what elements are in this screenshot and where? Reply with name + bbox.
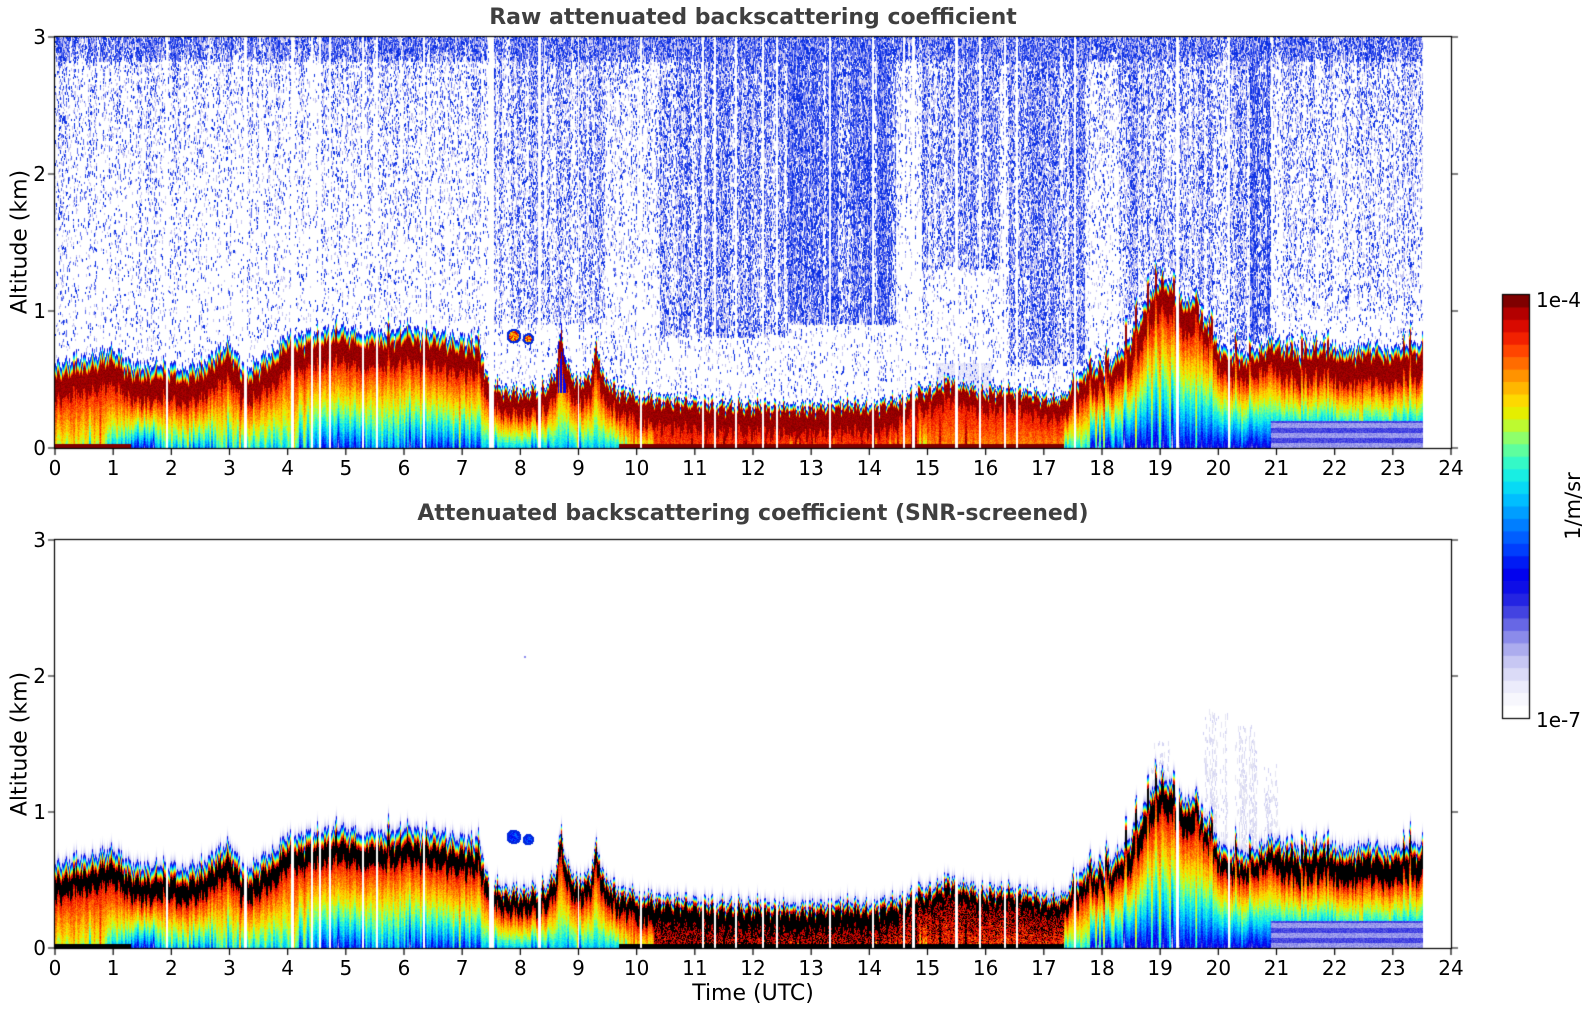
x-tick-label: 6 xyxy=(397,456,411,480)
x-tick-label: 19 xyxy=(1147,956,1173,980)
x-tick-label: 13 xyxy=(798,456,824,480)
x-tick-label: 14 xyxy=(856,956,883,980)
x-tick-label: 19 xyxy=(1147,456,1173,480)
x-tick-label: 12 xyxy=(740,956,766,980)
x-tick-label: 2 xyxy=(164,956,178,980)
x-tick-label: 5 xyxy=(339,456,353,480)
y-tick-label: 1 xyxy=(33,299,46,323)
colorbar-min-label: 1e-7 xyxy=(1536,708,1581,732)
x-tick-label: 4 xyxy=(281,456,295,480)
y-tick-label: 3 xyxy=(33,25,46,49)
x-tick-label: 8 xyxy=(513,456,527,480)
x-tick-label: 17 xyxy=(1031,956,1057,980)
x-tick-label: 16 xyxy=(972,456,999,480)
x-tick-label: 0 xyxy=(48,456,62,480)
x-tick-label: 24 xyxy=(1438,456,1464,480)
panel2-y-axis-label: Altitude (km) xyxy=(7,671,33,817)
x-tick-label: 11 xyxy=(682,456,708,480)
y-tick-label: 0 xyxy=(33,936,46,960)
panel1-title: Raw attenuated backscattering coefficien… xyxy=(489,5,1017,30)
y-tick-label: 2 xyxy=(33,162,46,186)
colorbar-max-label: 1e-4 xyxy=(1536,288,1581,312)
x-tick-label: 21 xyxy=(1263,956,1290,980)
x-tick-label: 14 xyxy=(856,456,883,480)
x-tick-label: 20 xyxy=(1205,956,1232,980)
x-tick-label: 3 xyxy=(223,956,236,980)
x-tick-label: 5 xyxy=(339,956,353,980)
x-tick-label: 13 xyxy=(798,956,824,980)
x-tick-label: 9 xyxy=(572,956,585,980)
panel2-title: Attenuated backscattering coefficient (S… xyxy=(417,501,1089,526)
x-tick-label: 6 xyxy=(397,956,411,980)
x-tick-label: 18 xyxy=(1089,456,1115,480)
panel1-y-axis-label: Altitude (km) xyxy=(7,169,33,315)
x-tick-label: 7 xyxy=(455,456,469,480)
x-tick-label: 24 xyxy=(1438,956,1464,980)
x-tick-label: 17 xyxy=(1031,456,1057,480)
x-tick-label: 23 xyxy=(1380,956,1406,980)
x-tick-label: 2 xyxy=(164,456,178,480)
y-tick-label: 1 xyxy=(33,800,46,824)
x-tick-label: 20 xyxy=(1205,456,1232,480)
x-tick-label: 12 xyxy=(740,456,766,480)
x-tick-label: 1 xyxy=(106,956,120,980)
x-tick-label: 9 xyxy=(572,456,585,480)
x-tick-label: 4 xyxy=(281,956,295,980)
x-tick-label: 10 xyxy=(623,456,650,480)
x-tick-label: 18 xyxy=(1089,956,1115,980)
x-tick-label: 3 xyxy=(223,456,236,480)
x-tick-label: 10 xyxy=(623,956,650,980)
x-tick-label: 7 xyxy=(455,956,469,980)
x-tick-label: 1 xyxy=(106,456,120,480)
x-tick-label: 15 xyxy=(914,956,941,980)
x-tick-label: 11 xyxy=(682,956,708,980)
y-tick-label: 2 xyxy=(33,664,46,688)
x-tick-label: 21 xyxy=(1263,456,1290,480)
x-tick-label: 23 xyxy=(1380,456,1406,480)
colorbar-units-label: 1/m/sr xyxy=(1561,472,1585,540)
x-tick-label: 22 xyxy=(1321,956,1348,980)
x-tick-label: 16 xyxy=(972,956,999,980)
y-tick-label: 0 xyxy=(33,436,46,460)
x-tick-label: 22 xyxy=(1321,456,1348,480)
x-tick-label: 0 xyxy=(48,956,62,980)
y-tick-label: 3 xyxy=(33,528,46,552)
x-axis-label: Time (UTC) xyxy=(692,981,814,1006)
x-tick-label: 15 xyxy=(914,456,941,480)
x-tick-label: 8 xyxy=(513,956,527,980)
